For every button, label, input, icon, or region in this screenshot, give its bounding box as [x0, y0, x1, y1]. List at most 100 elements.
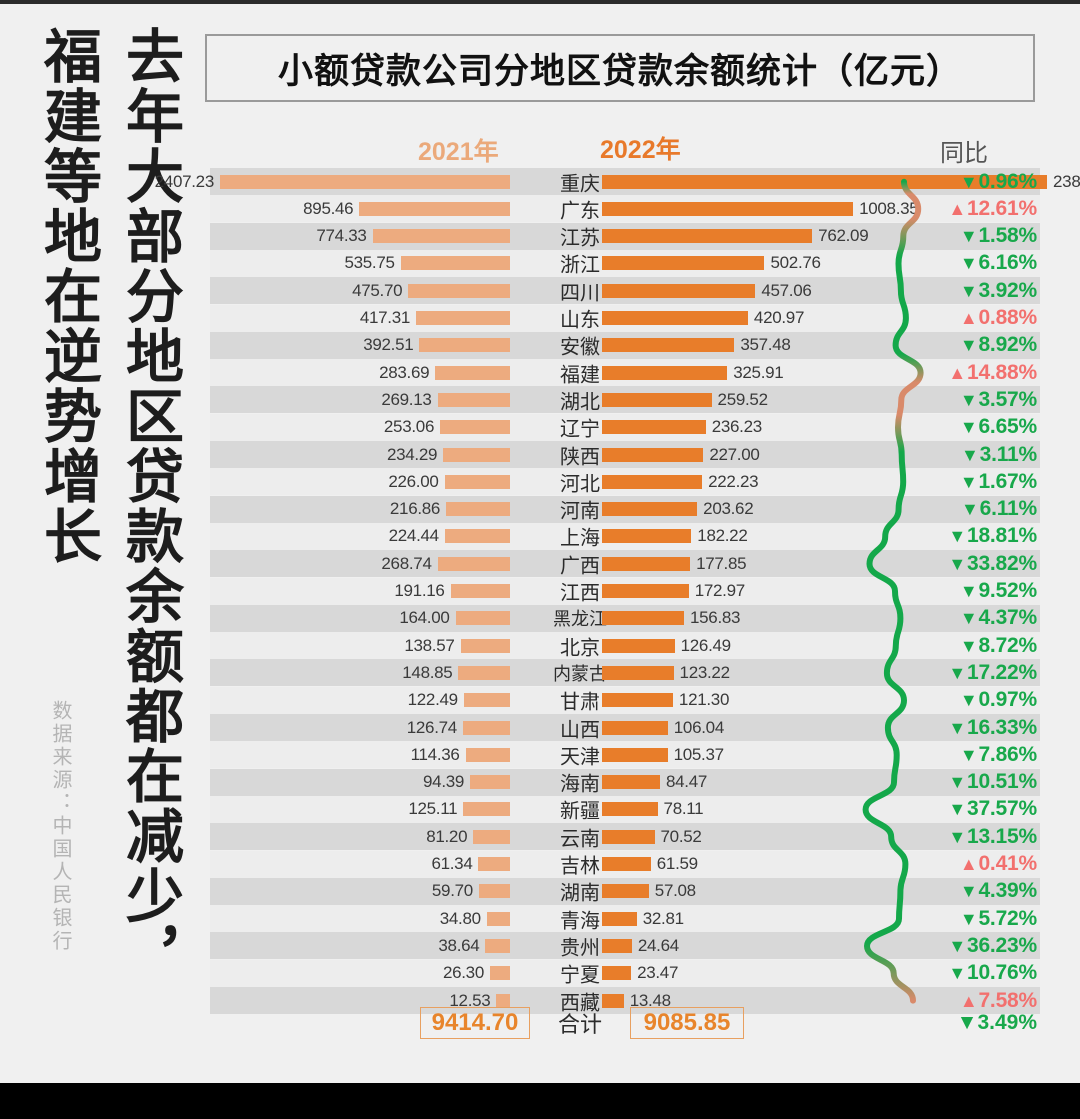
value-2022: 123.22 — [679, 662, 731, 682]
yoy-number: 8.72% — [978, 633, 1037, 657]
region-label: 辽宁 — [560, 418, 600, 441]
bar-2021 — [400, 256, 510, 271]
bar-2021 — [463, 693, 510, 708]
value-2022: 32.81 — [642, 908, 684, 928]
yoy-value: ▼7.86% — [960, 743, 1037, 767]
yoy-number: 33.82% — [966, 551, 1037, 575]
bar-2021 — [458, 665, 510, 680]
yoy-number: 37.57% — [966, 797, 1037, 821]
bar-2022 — [602, 966, 632, 981]
bar-2022 — [602, 775, 660, 790]
table-row: 2407.23 重庆 2384.18 ▼0.96% — [155, 168, 1080, 195]
region-label: 湖北 — [560, 391, 600, 414]
value-2022: 177.85 — [696, 553, 747, 573]
column-header-yoy: 同比 — [940, 140, 988, 167]
yoy-number: 16.33% — [966, 715, 1037, 739]
value-2022: 222.23 — [708, 471, 759, 491]
yoy-value: ▼16.33% — [948, 716, 1037, 740]
triangle-down-icon: ▼ — [948, 526, 966, 547]
bar-2022 — [602, 911, 637, 926]
yoy-value: ▼1.67% — [960, 470, 1037, 494]
triangle-up-icon: ▲ — [959, 308, 978, 328]
triangle-down-icon: ▼ — [959, 280, 978, 301]
triangle-up-icon: ▲ — [948, 198, 966, 219]
yoy-value: ▲0.41% — [960, 852, 1037, 876]
triangle-down-icon: ▼ — [948, 935, 966, 956]
bar-2022 — [602, 283, 756, 298]
yoy-number: 1.67% — [978, 469, 1037, 493]
yoy-number: 3.57% — [978, 387, 1037, 411]
table-row: 164.00 黑龙江 156.83 ▼4.37% — [210, 604, 1040, 632]
bar-2021 — [416, 311, 510, 325]
value-2021: 191.16 — [394, 581, 445, 600]
column-header-2022: 2022年 — [600, 136, 681, 164]
bar-2022 — [602, 392, 712, 407]
bar-2021 — [478, 884, 510, 899]
value-2022: 357.48 — [740, 335, 791, 355]
total-2021-value: 9414.70 — [420, 1007, 530, 1039]
yoy-value: ▲0.88% — [960, 306, 1037, 330]
value-2022: 24.64 — [637, 935, 679, 955]
triangle-down-icon: ▼ — [959, 389, 978, 410]
yoy-number: 8.92% — [978, 333, 1037, 357]
triangle-down-icon: ▼ — [948, 799, 966, 820]
value-2022: 70.52 — [660, 826, 702, 846]
bar-2021 — [496, 993, 510, 1008]
region-label: 陕西 — [560, 446, 600, 468]
value-2021: 392.51 — [363, 335, 414, 355]
region-label: 江西 — [560, 582, 600, 605]
triangle-down-icon: ▼ — [948, 772, 966, 793]
bar-2021 — [450, 584, 510, 598]
bar-2022 — [602, 311, 748, 325]
region-label: 广西 — [560, 555, 600, 578]
value-2022: 13.48 — [629, 990, 671, 1010]
bar-2022 — [602, 638, 675, 653]
region-label: 甘肃 — [560, 691, 600, 714]
value-2021: 12.53 — [449, 990, 491, 1010]
region-label: 贵州 — [560, 937, 600, 960]
bar-2022 — [602, 420, 706, 435]
bar-2021 — [435, 365, 510, 380]
table-row: 61.34 吉林 61.59 ▲0.41% — [210, 850, 1040, 878]
region-label: 浙江 — [560, 254, 600, 277]
table-row: 234.29 陕西 227.00 ▼3.11% — [210, 441, 1040, 468]
table-row: 38.64 贵州 24.64 ▼36.23% — [210, 932, 1040, 960]
yoy-value: ▼10.51% — [948, 770, 1037, 794]
bar-2021 — [478, 857, 510, 871]
yoy-number: 9.52% — [978, 579, 1037, 602]
table-row: 895.46 广东 1008.35 ▲12.61% — [210, 195, 1040, 223]
region-label: 宁夏 — [560, 964, 600, 987]
bar-2022 — [602, 502, 698, 517]
value-2022: 1008.35 — [859, 198, 919, 218]
region-label: 云南 — [560, 828, 600, 851]
value-2021: 895.46 — [303, 198, 354, 218]
bar-2022 — [602, 884, 649, 899]
yoy-value: ▼1.58% — [960, 224, 1037, 248]
yoy-value: ▼4.39% — [960, 879, 1037, 903]
triangle-down-icon: ▼ — [959, 881, 978, 902]
value-2022: 182.22 — [697, 526, 748, 546]
bar-2022 — [602, 857, 651, 871]
bar-2022 — [602, 802, 658, 817]
value-2021: 94.39 — [423, 772, 465, 792]
table-row: 475.70 四川 457.06 ▼3.92% — [210, 277, 1040, 305]
region-label: 海南 — [560, 773, 600, 796]
value-2022: 457.06 — [761, 280, 812, 300]
region-label: 重庆 — [560, 173, 600, 195]
region-label: 山东 — [560, 309, 600, 332]
region-label: 北京 — [560, 637, 600, 660]
value-2022: 23.47 — [637, 963, 679, 983]
yoy-number: 10.51% — [966, 770, 1037, 794]
bar-2022 — [602, 693, 673, 708]
region-label: 山西 — [560, 719, 600, 741]
yoy-number: 10.76% — [966, 961, 1037, 985]
value-2022: 325.91 — [733, 362, 784, 382]
bar-2022 — [602, 938, 632, 953]
value-2022: 126.49 — [680, 635, 732, 655]
region-label: 江苏 — [560, 227, 600, 250]
region-label: 青海 — [560, 910, 600, 933]
title-box: 小额贷款公司分地区贷款余额统计（亿元） — [205, 34, 1035, 102]
yoy-number: 3.11% — [979, 442, 1038, 466]
triangle-down-icon: ▼ — [948, 662, 966, 683]
page-title: 小额贷款公司分地区贷款余额统计（亿元） — [277, 51, 962, 91]
